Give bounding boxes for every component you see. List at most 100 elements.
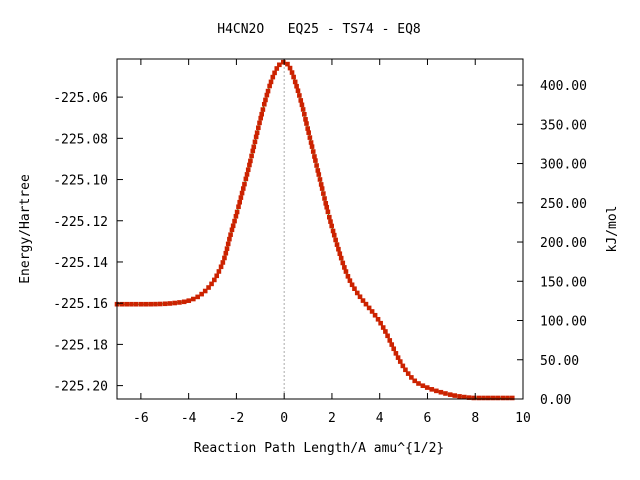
data-point xyxy=(267,83,272,89)
data-point xyxy=(360,298,366,303)
data-point xyxy=(261,101,267,107)
y2-tick-label: 250.00 xyxy=(540,197,587,212)
y-axis-label: Energy/Hartree xyxy=(18,174,33,284)
data-point xyxy=(409,375,414,380)
data-point xyxy=(260,107,266,112)
x-tick-label: -2 xyxy=(229,411,245,426)
data-point xyxy=(248,158,253,164)
data-point xyxy=(461,394,467,400)
data-point xyxy=(242,181,247,187)
data-point xyxy=(259,111,264,117)
data-point xyxy=(314,163,319,168)
x-tick-label: 0 xyxy=(280,411,288,426)
data-point xyxy=(349,282,355,288)
data-point xyxy=(318,182,324,187)
data-point xyxy=(230,223,236,229)
data-point xyxy=(434,388,439,394)
data-point xyxy=(315,168,321,173)
data-point xyxy=(238,195,244,200)
y2-tick-label: 100.00 xyxy=(540,315,587,330)
data-point xyxy=(323,201,329,206)
data-point xyxy=(372,312,378,318)
data-point xyxy=(237,199,242,205)
data-point xyxy=(243,176,249,182)
data-point xyxy=(239,190,245,196)
data-point xyxy=(195,294,200,300)
data-point xyxy=(224,246,230,251)
energy-curve xyxy=(117,61,514,399)
plot-frame xyxy=(116,58,524,400)
data-point xyxy=(342,265,347,270)
y-tick-label: -225.06 xyxy=(53,91,108,106)
data-point xyxy=(172,300,177,306)
data-point xyxy=(391,346,397,352)
data-point xyxy=(395,355,401,360)
data-point xyxy=(281,59,286,65)
data-point xyxy=(222,255,227,261)
data-point xyxy=(264,92,270,98)
data-point xyxy=(312,154,317,159)
data-point xyxy=(252,139,258,145)
data-point xyxy=(291,74,296,80)
x-tick-label: 8 xyxy=(471,411,479,426)
data-point xyxy=(289,70,295,75)
data-point xyxy=(303,117,308,122)
data-point xyxy=(329,223,334,229)
data-point xyxy=(357,294,363,300)
data-point xyxy=(317,177,323,182)
data-point xyxy=(305,126,310,131)
data-point xyxy=(240,186,246,191)
data-point xyxy=(119,301,125,307)
data-point xyxy=(232,218,237,224)
x-tick-label: -4 xyxy=(181,411,197,426)
data-point xyxy=(309,144,315,149)
data-point xyxy=(466,395,472,400)
data-point xyxy=(274,66,280,71)
data-point xyxy=(214,273,220,279)
data-point xyxy=(306,130,311,135)
data-point xyxy=(481,395,486,401)
y2-axis-label: kJ/mol xyxy=(605,206,620,253)
data-point xyxy=(216,269,222,274)
data-point xyxy=(363,301,369,307)
y2-tick-label: 300.00 xyxy=(540,158,587,173)
data-point xyxy=(294,83,299,89)
data-point xyxy=(233,213,239,219)
x-tick-label: 2 xyxy=(328,411,336,426)
y-tick-label: -225.16 xyxy=(53,297,108,312)
data-point xyxy=(447,392,453,397)
data-point xyxy=(471,395,477,401)
data-point xyxy=(307,135,313,140)
y2-tick-label: 0.00 xyxy=(540,393,571,408)
data-point xyxy=(270,74,276,80)
data-point xyxy=(485,395,491,401)
data-point xyxy=(375,316,381,322)
data-point xyxy=(186,298,192,303)
data-point xyxy=(212,277,217,283)
x-axis-label: Reaction Path Length/A amu^{1/2} xyxy=(194,441,444,456)
data-point xyxy=(206,285,211,290)
data-point xyxy=(272,70,277,76)
data-point xyxy=(263,97,268,103)
data-point xyxy=(257,120,262,126)
data-point xyxy=(452,393,458,398)
y-axis-right: 0.00 50.00 100.00 150.00 200.00 250.00 300.00 3… xyxy=(517,79,587,408)
data-point xyxy=(416,381,421,386)
data-point xyxy=(383,329,388,334)
data-point xyxy=(138,301,144,307)
data-point xyxy=(412,378,418,384)
data-point xyxy=(254,130,260,136)
data-point xyxy=(225,241,231,247)
data-point xyxy=(223,250,229,256)
data-point xyxy=(300,107,306,112)
y-tick-label: -225.18 xyxy=(53,338,108,353)
data-point xyxy=(258,115,264,121)
data-point xyxy=(199,291,204,297)
data-point xyxy=(343,269,349,274)
y-tick-label: -225.20 xyxy=(53,380,108,395)
data-point xyxy=(256,125,261,131)
data-point xyxy=(191,296,196,302)
data-point xyxy=(337,251,343,257)
data-point xyxy=(313,158,318,163)
